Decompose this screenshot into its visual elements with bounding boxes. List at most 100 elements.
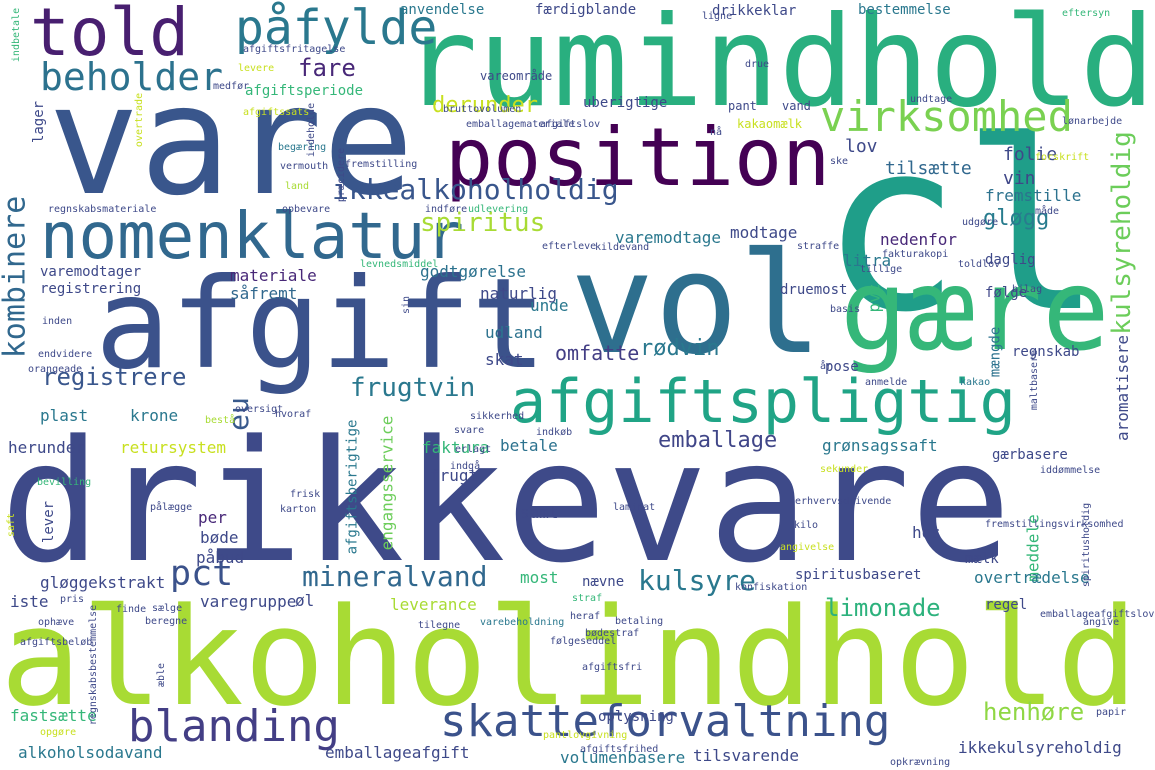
word-150: konfiskation (735, 582, 808, 593)
word-14: virksomhed (820, 92, 1073, 141)
word-140: sekunder (820, 464, 869, 475)
word-156: tilegne (418, 620, 461, 631)
word-190: nå (710, 127, 723, 138)
word-103: uberigtige (583, 95, 668, 111)
word-29: henhøre (983, 698, 1085, 726)
word-46: varemodtage (615, 228, 721, 247)
word-68: grønsagssaft (822, 436, 938, 455)
word-90: fastsætte (10, 706, 97, 725)
word-79: mælk (965, 551, 999, 567)
word-136: hvoraf (275, 409, 312, 420)
word-133: maltbasere (1029, 349, 1041, 411)
word-5: vol (570, 223, 823, 386)
word-101: vareområde (480, 69, 553, 83)
word-39: fremstille (985, 186, 1082, 205)
word-52: naturlig (480, 284, 558, 303)
word-195: år (820, 361, 833, 372)
word-114: regnskabsmateriale (48, 204, 157, 215)
word-85: spiritusbaseret (795, 567, 922, 583)
word-57: pose (825, 359, 859, 375)
word-157: ophæve (38, 617, 75, 628)
word-176: indbetale (11, 7, 23, 63)
word-108: emballagemateriale (466, 119, 575, 130)
word-53: druemost (780, 282, 848, 298)
word-172: æble (156, 662, 168, 688)
word-87: varegruppe (200, 592, 297, 611)
word-7: gære (840, 246, 1110, 376)
word-191: ske (830, 156, 849, 167)
word-33: derunder (432, 93, 538, 118)
word-198: emballageafgiftslov (1040, 609, 1155, 620)
word-69: gærbasere (992, 447, 1068, 463)
word-135: bestå (205, 415, 236, 426)
word-173: saft (6, 512, 18, 538)
word-71: frugt (430, 466, 479, 485)
word-35: fare (298, 54, 356, 82)
word-154: varebeholdning (480, 617, 565, 628)
word-23: omfatte (555, 341, 640, 365)
word-44: følge (985, 285, 1028, 301)
word-107: bruttovolumen (443, 104, 522, 115)
word-42: nedenfor (880, 230, 958, 249)
word-43: daglig (985, 252, 1036, 268)
word-187: eftersyn (1062, 8, 1111, 19)
word-175: pålægge (150, 502, 193, 513)
word-49: materiale (230, 266, 317, 285)
word-88: øl (295, 591, 315, 610)
word-132: kakao (960, 377, 991, 388)
word-120: kildevand (595, 242, 650, 253)
word-10: afgiftspligtig (510, 367, 1016, 437)
word-19: kulsyreholdig (1106, 131, 1137, 335)
word-96: ikkekulsyreholdig (958, 738, 1122, 757)
word-80: overtrædelse (974, 568, 1090, 587)
word-119: efterleve (542, 241, 597, 252)
word-181: overtrade (134, 92, 146, 148)
word-62: aromatisere (1112, 335, 1132, 441)
word-151: straf (572, 593, 603, 604)
word-30: pct (170, 554, 234, 594)
word-194: sin (401, 295, 413, 315)
word-149: angivelse (780, 542, 835, 553)
word-141: iddømmelse (1040, 465, 1101, 476)
word-110: kakaomælk (737, 117, 803, 131)
word-82: gløggekstrakt (40, 573, 166, 592)
word-144: frisk (290, 489, 321, 500)
word-65: faktura (422, 438, 490, 457)
word-104: pant (728, 99, 757, 113)
word-185: undtage (910, 94, 953, 105)
word-183: ligne (702, 11, 733, 22)
word-28: limonade (825, 594, 941, 622)
word-36: tilsætte (885, 158, 972, 179)
word-72: lever (41, 500, 58, 544)
word-177: medfør (213, 81, 250, 92)
word-127: basis (830, 304, 861, 315)
word-47: varemodtager (40, 264, 142, 280)
word-81: regel (985, 597, 1028, 613)
word-61: krone (130, 406, 179, 425)
word-188: forskrift (1035, 152, 1090, 163)
word-124: levnedsmiddel (360, 259, 439, 270)
word-184: drue (745, 59, 770, 70)
word-16: blanding (128, 701, 340, 752)
word-171: regnskabsbestemmelse (88, 604, 100, 726)
word-17: kombinere (0, 195, 32, 359)
word-189: måde (1035, 206, 1060, 217)
word-9: nomenklatur (40, 200, 464, 274)
word-116: indføre (425, 204, 468, 215)
word-20: spiritus (420, 208, 546, 238)
word-21: registrere (42, 363, 187, 391)
word-111: fremstilling (345, 159, 418, 170)
word-170: opgøre (40, 727, 77, 738)
word-99: drikkeklar (712, 3, 797, 19)
word-2: vare (48, 52, 415, 229)
word-25: mineralvand (302, 560, 488, 593)
word-174: bevilling (37, 477, 92, 488)
word-153: bødestraf (585, 628, 640, 639)
word-179: afgiftsfritagelse (243, 44, 346, 55)
word-126: bilag (1012, 284, 1043, 295)
word-24: rødvin (640, 336, 720, 361)
word-34: vin (1003, 168, 1036, 189)
word-117: udlevering (468, 204, 529, 215)
word-148: kilo (794, 520, 819, 531)
